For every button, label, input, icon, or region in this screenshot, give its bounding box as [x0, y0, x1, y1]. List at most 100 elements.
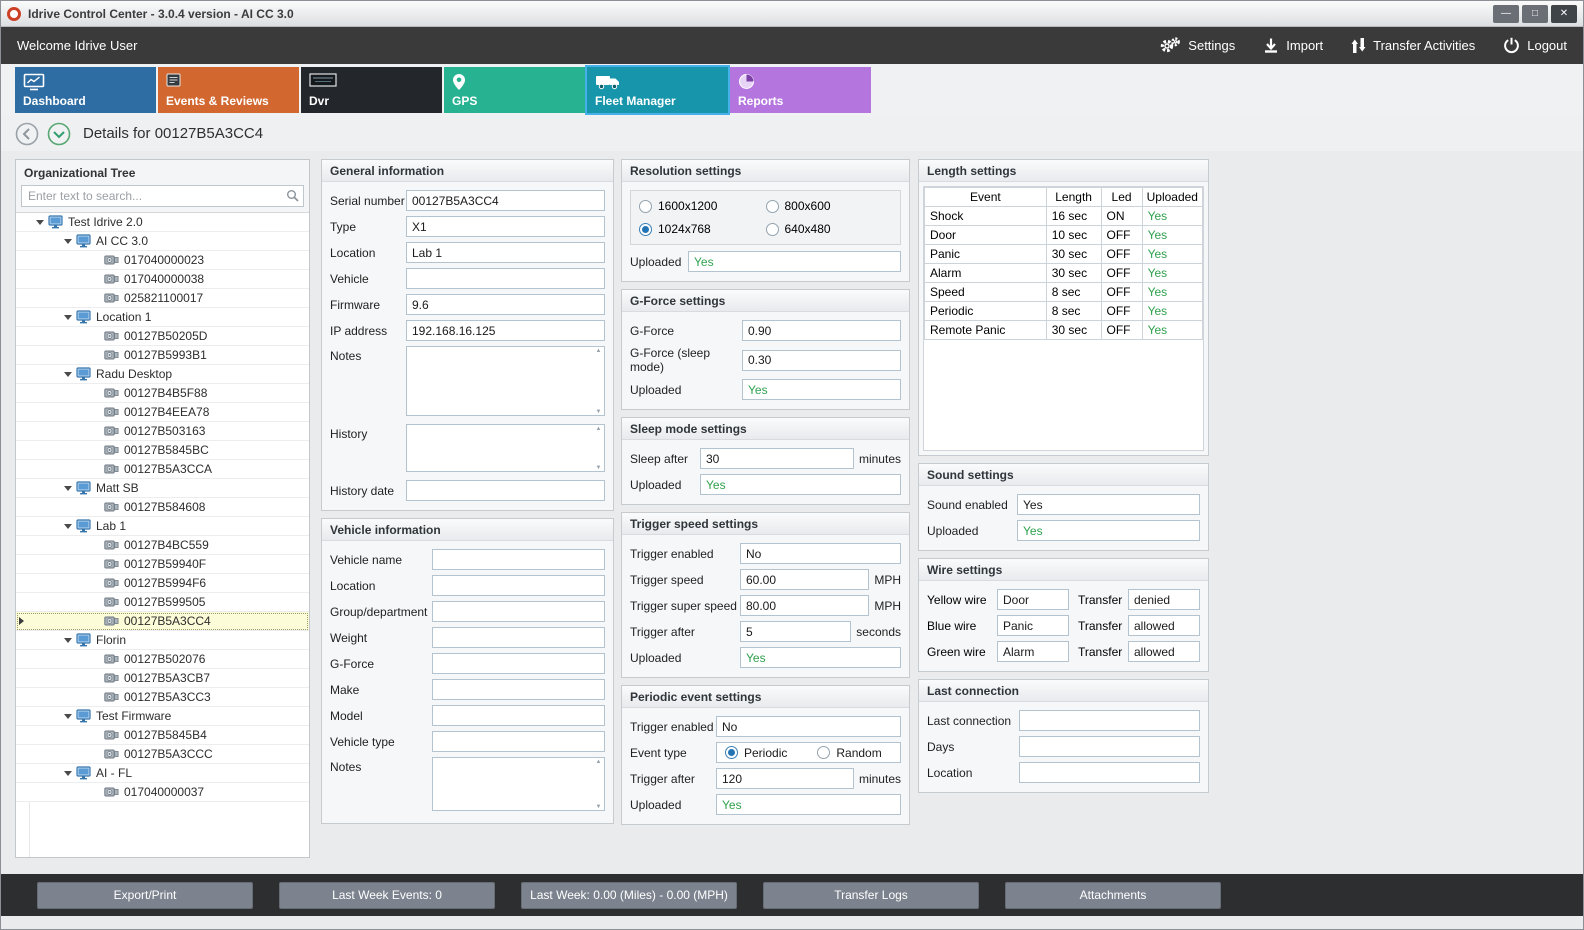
- yellow-wire-transfer-field[interactable]: [1128, 589, 1200, 610]
- firmware-field[interactable]: [406, 294, 605, 315]
- serial-number-field[interactable]: [406, 190, 605, 211]
- length-settings-row[interactable]: Periodic 8 sec OFF Yes: [924, 301, 1203, 321]
- tree-device-row[interactable]: 017040000023: [16, 251, 309, 270]
- expand-arrow-icon[interactable]: [64, 713, 72, 719]
- tree-device-row[interactable]: 017040000038: [16, 270, 309, 289]
- radio-640x480[interactable]: 640x480: [765, 222, 893, 236]
- radio-periodic[interactable]: Periodic: [725, 746, 787, 760]
- radio-800x600[interactable]: 800x600: [765, 199, 893, 213]
- g-force-field[interactable]: [432, 653, 605, 674]
- export-print-button[interactable]: Export/Print: [37, 881, 253, 909]
- tree-device-row[interactable]: 00127B50205D: [16, 327, 309, 346]
- tab-fleet-manager[interactable]: Fleet Manager: [585, 65, 730, 115]
- radio-random[interactable]: Random: [817, 746, 882, 760]
- tab-reports[interactable]: Reports: [730, 67, 871, 113]
- expand-arrow-icon[interactable]: [64, 637, 72, 643]
- tree-group-row[interactable]: Lab 1: [16, 517, 309, 536]
- import-button[interactable]: Import: [1263, 37, 1323, 54]
- tree-device-row[interactable]: 00127B59940F: [16, 555, 309, 574]
- tree-group-row[interactable]: Florin: [16, 631, 309, 650]
- history-date-field[interactable]: [406, 480, 605, 501]
- settings-button[interactable]: Settings: [1159, 37, 1235, 54]
- tab-events-reviews[interactable]: Events & Reviews: [158, 67, 299, 113]
- green-wire-transfer-field[interactable]: [1128, 641, 1200, 662]
- tree-device-row[interactable]: 00127B5845BC: [16, 441, 309, 460]
- tab-dvr[interactable]: Dvr: [301, 67, 442, 113]
- tree-device-row[interactable]: 00127B4BC559: [16, 536, 309, 555]
- model-field[interactable]: [432, 705, 605, 726]
- tree-device-row[interactable]: 00127B5993B1: [16, 346, 309, 365]
- expand-arrow-icon[interactable]: [64, 371, 72, 377]
- tree-group-row[interactable]: AI CC 3.0: [16, 232, 309, 251]
- notes-field[interactable]: [432, 757, 605, 811]
- transfer-logs-button[interactable]: Transfer Logs: [763, 881, 979, 909]
- tree-device-row[interactable]: 00127B503163: [16, 422, 309, 441]
- sleep-after-field[interactable]: [700, 448, 854, 469]
- sound-enabled-field[interactable]: [1017, 494, 1200, 515]
- trigger-after-field[interactable]: [740, 621, 852, 642]
- tree-device-row[interactable]: 00127B5A3CB7: [16, 669, 309, 688]
- periodic-trigger-after-field[interactable]: [716, 768, 854, 789]
- expand-arrow-icon[interactable]: [64, 770, 72, 776]
- maximize-button[interactable]: □: [1522, 4, 1548, 23]
- vehicle-field[interactable]: [406, 268, 605, 289]
- type-field[interactable]: [406, 216, 605, 237]
- days-field[interactable]: [1019, 736, 1200, 757]
- location-field[interactable]: [406, 242, 605, 263]
- expand-arrow-icon[interactable]: [64, 314, 72, 320]
- tree-group-row[interactable]: Radu Desktop: [16, 365, 309, 384]
- location-field[interactable]: [1019, 762, 1200, 783]
- transfer-activities-button[interactable]: Transfer Activities: [1351, 37, 1475, 54]
- tree-device-row[interactable]: 00127B584608: [16, 498, 309, 517]
- tree-group-row[interactable]: Matt SB: [16, 479, 309, 498]
- tree-device-row[interactable]: 00127B5A3CCC: [16, 745, 309, 764]
- periodic-uploaded-field[interactable]: [716, 794, 901, 815]
- led-column-header[interactable]: Led: [1100, 187, 1143, 207]
- radio-1600x1200[interactable]: 1600x1200: [639, 199, 766, 213]
- tab-dashboard[interactable]: Dashboard: [15, 67, 156, 113]
- tree-group-row[interactable]: Test Firmware: [16, 707, 309, 726]
- expand-arrow-icon[interactable]: [64, 485, 72, 491]
- expand-down-button[interactable]: [47, 122, 71, 146]
- length-settings-row[interactable]: Door 10 sec OFF Yes: [924, 225, 1203, 245]
- length-settings-row[interactable]: Shock 16 sec ON Yes: [924, 206, 1203, 226]
- green-wire-field[interactable]: [997, 641, 1069, 662]
- tree-device-row[interactable]: 00127B4B5F88: [16, 384, 309, 403]
- expand-arrow-icon[interactable]: [36, 219, 44, 225]
- length-column-header[interactable]: Length: [1045, 187, 1102, 207]
- last-connection-field[interactable]: [1019, 710, 1200, 731]
- back-button[interactable]: [15, 122, 39, 146]
- tree-group-row[interactable]: Test Idrive 2.0: [16, 213, 309, 232]
- g-force-sleep-mode-field[interactable]: [742, 349, 901, 371]
- tree-device-row[interactable]: 017040000037: [16, 783, 309, 802]
- minimize-button[interactable]: —: [1493, 4, 1519, 23]
- expand-arrow-icon[interactable]: [64, 238, 72, 244]
- tree-device-row[interactable]: 00127B5845B4: [16, 726, 309, 745]
- uploaded-field[interactable]: [700, 474, 901, 495]
- blue-wire-transfer-field[interactable]: [1128, 615, 1200, 636]
- length-settings-row[interactable]: Alarm 30 sec OFF Yes: [924, 263, 1203, 283]
- tree-device-row[interactable]: 025821100017: [16, 289, 309, 308]
- length-settings-row[interactable]: Panic 30 sec OFF Yes: [924, 244, 1203, 264]
- trigger-speed-field[interactable]: [740, 569, 870, 590]
- uploaded-field[interactable]: [1017, 520, 1200, 541]
- length-settings-row[interactable]: Speed 8 sec OFF Yes: [924, 282, 1203, 302]
- tree-device-row[interactable]: 00127B5994F6: [16, 574, 309, 593]
- last-week-0-00-miles-0-00-mph-button[interactable]: Last Week: 0.00 (Miles) - 0.00 (MPH): [521, 881, 737, 909]
- tree-device-row[interactable]: 00127B5A3CC3: [16, 688, 309, 707]
- blue-wire-field[interactable]: [997, 615, 1069, 636]
- close-button[interactable]: ✕: [1551, 4, 1577, 23]
- uploaded-column-header[interactable]: Uploaded: [1141, 187, 1203, 207]
- trigger-enabled-field[interactable]: [740, 543, 901, 564]
- tree-device-row[interactable]: 00127B502076: [16, 650, 309, 669]
- resolution-uploaded-field[interactable]: [688, 251, 901, 272]
- trigger-super-speed-field[interactable]: [740, 595, 870, 616]
- tree-device-row[interactable]: 00127B5A3CC4: [16, 612, 309, 631]
- tree-device-row[interactable]: 00127B599505: [16, 593, 309, 612]
- uploaded-field[interactable]: [742, 379, 901, 400]
- vehicle-type-field[interactable]: [432, 731, 605, 752]
- yellow-wire-field[interactable]: [997, 589, 1069, 610]
- history-field[interactable]: [406, 424, 605, 472]
- weight-field[interactable]: [432, 627, 605, 648]
- make-field[interactable]: [432, 679, 605, 700]
